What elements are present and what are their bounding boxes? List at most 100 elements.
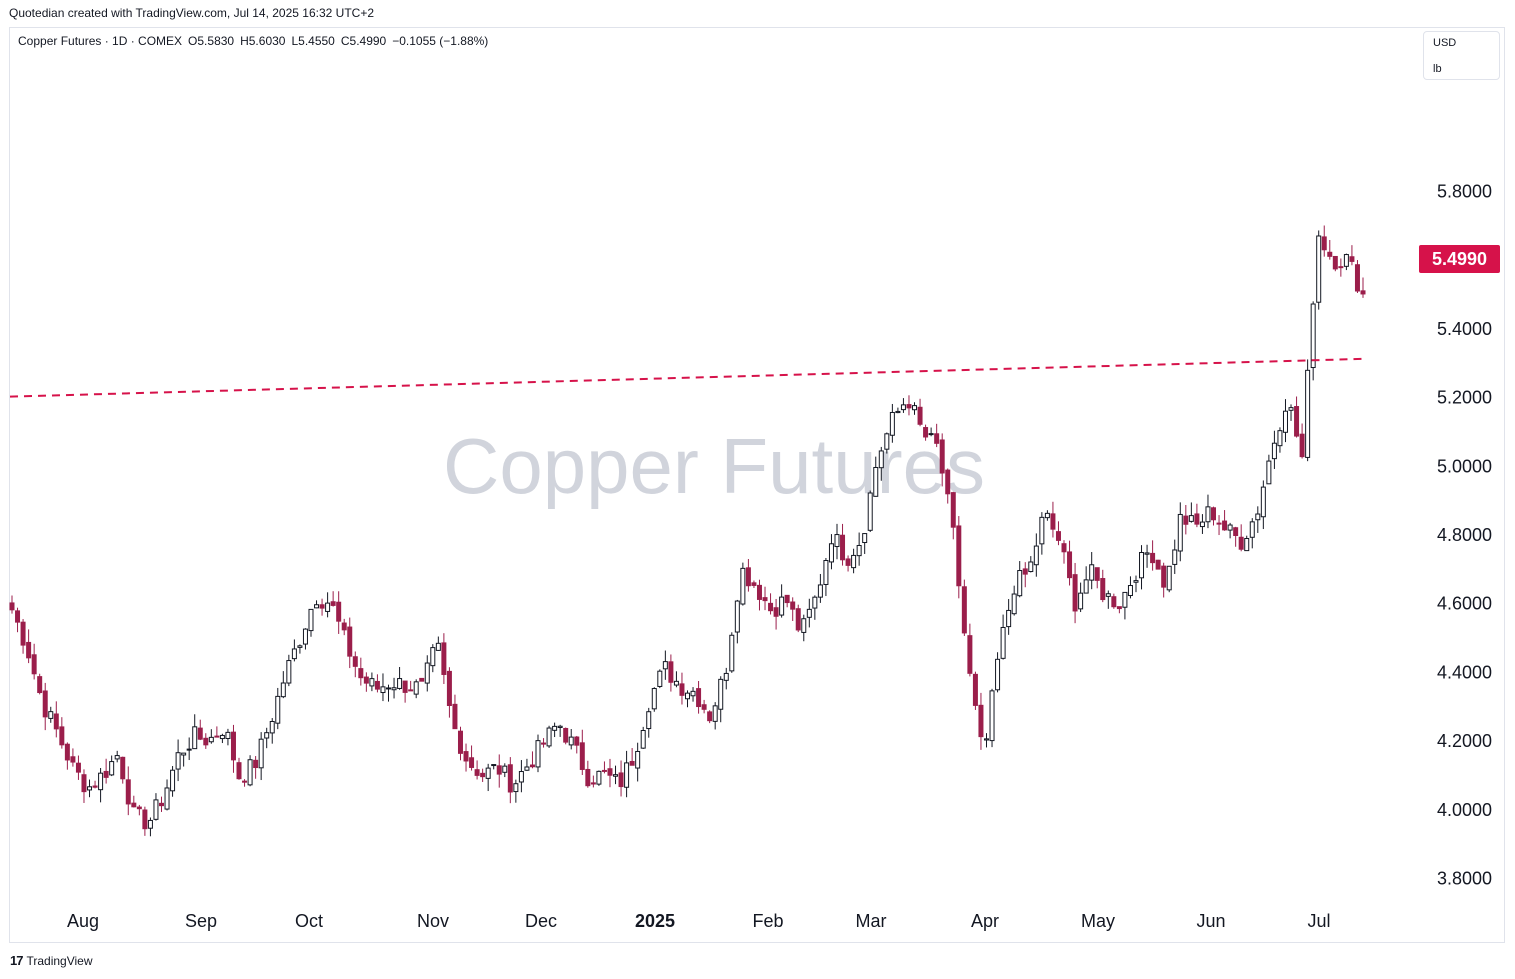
candle[interactable] xyxy=(640,730,646,749)
candle[interactable] xyxy=(729,634,735,672)
candle[interactable] xyxy=(37,676,43,694)
candle[interactable] xyxy=(629,760,635,766)
candle[interactable] xyxy=(795,608,801,631)
candle[interactable] xyxy=(552,725,558,731)
candle[interactable] xyxy=(1249,521,1255,538)
candle[interactable] xyxy=(15,610,21,623)
candle[interactable] xyxy=(186,748,192,751)
candle[interactable] xyxy=(646,711,652,730)
candle[interactable] xyxy=(1360,290,1366,295)
candle[interactable] xyxy=(446,670,452,706)
candle[interactable] xyxy=(983,738,989,741)
candle[interactable] xyxy=(1294,406,1300,437)
candle[interactable] xyxy=(1338,266,1344,269)
candle[interactable] xyxy=(491,764,497,767)
candle[interactable] xyxy=(1316,235,1322,303)
candle[interactable] xyxy=(291,648,297,660)
candle[interactable] xyxy=(1282,410,1288,433)
candle[interactable] xyxy=(175,752,181,770)
candle[interactable] xyxy=(513,783,519,793)
candle[interactable] xyxy=(867,492,873,531)
candle[interactable] xyxy=(125,779,131,805)
candle[interactable] xyxy=(136,806,142,810)
candle[interactable] xyxy=(219,734,225,740)
candle[interactable] xyxy=(203,737,209,746)
trendline[interactable] xyxy=(9,357,1364,398)
candle[interactable] xyxy=(131,802,137,808)
candle[interactable] xyxy=(59,726,65,746)
candle[interactable] xyxy=(673,680,679,686)
candle[interactable] xyxy=(956,525,962,587)
candle[interactable] xyxy=(336,601,342,622)
candle[interactable] xyxy=(435,642,441,651)
candle[interactable] xyxy=(419,677,425,682)
symbol-name[interactable]: Copper Futures · 1D · COMEX xyxy=(18,34,183,48)
candle[interactable] xyxy=(363,676,369,684)
candle[interactable] xyxy=(812,596,818,609)
candle[interactable] xyxy=(1078,592,1084,610)
candle[interactable] xyxy=(192,726,198,750)
candle[interactable] xyxy=(507,764,513,793)
candle[interactable] xyxy=(1155,559,1161,570)
candle[interactable] xyxy=(1199,521,1205,528)
candle[interactable] xyxy=(397,678,403,689)
candle[interactable] xyxy=(878,450,884,469)
candle[interactable] xyxy=(529,764,535,768)
candle[interactable] xyxy=(1133,580,1139,583)
candle[interactable] xyxy=(1310,303,1316,369)
candle[interactable] xyxy=(895,410,901,414)
candle[interactable] xyxy=(98,772,104,791)
candle[interactable] xyxy=(923,427,929,438)
candle[interactable] xyxy=(253,759,259,769)
candle[interactable] xyxy=(1299,433,1305,458)
candle[interactable] xyxy=(242,780,248,783)
candle[interactable] xyxy=(1111,596,1117,608)
candle[interactable] xyxy=(823,560,829,585)
candle[interactable] xyxy=(1083,579,1089,594)
candle[interactable] xyxy=(164,787,170,810)
candle[interactable] xyxy=(280,682,286,698)
candle[interactable] xyxy=(995,658,1001,691)
candle[interactable] xyxy=(1271,442,1277,460)
candle[interactable] xyxy=(718,678,724,710)
candle[interactable] xyxy=(358,668,364,679)
candle[interactable] xyxy=(884,433,890,450)
candle[interactable] xyxy=(840,534,846,561)
candle[interactable] xyxy=(1255,513,1261,521)
candle[interactable] xyxy=(900,404,906,411)
candle[interactable] xyxy=(457,730,463,754)
candle[interactable] xyxy=(1144,552,1150,555)
candle[interactable] xyxy=(712,705,718,722)
candle[interactable] xyxy=(601,769,607,772)
candle[interactable] xyxy=(873,466,879,497)
candle[interactable] xyxy=(20,621,26,646)
currency-label[interactable]: USD xyxy=(1433,37,1457,49)
candle[interactable] xyxy=(945,469,951,495)
candle[interactable] xyxy=(1321,236,1327,251)
candle[interactable] xyxy=(147,819,153,829)
candle[interactable] xyxy=(1022,568,1028,575)
candle[interactable] xyxy=(142,809,148,830)
candle[interactable] xyxy=(696,688,702,708)
candle[interactable] xyxy=(1028,561,1034,573)
candle[interactable] xyxy=(170,769,176,792)
candle[interactable] xyxy=(1100,578,1106,601)
candle[interactable] xyxy=(352,656,358,667)
candle[interactable] xyxy=(657,670,663,687)
candle[interactable] xyxy=(225,731,231,739)
candle[interactable] xyxy=(1116,606,1122,610)
candle[interactable] xyxy=(585,768,591,787)
candle[interactable] xyxy=(817,584,823,598)
candle[interactable] xyxy=(53,713,59,730)
candle[interactable] xyxy=(153,799,159,820)
candle[interactable] xyxy=(1277,430,1283,447)
candle[interactable] xyxy=(618,772,624,788)
candle[interactable] xyxy=(961,586,967,634)
candle[interactable] xyxy=(635,750,641,769)
candle[interactable] xyxy=(1244,538,1250,552)
candle[interactable] xyxy=(546,727,552,747)
candle[interactable] xyxy=(181,752,187,756)
candle[interactable] xyxy=(734,600,740,633)
candle[interactable] xyxy=(756,584,762,600)
candle[interactable] xyxy=(1172,549,1178,565)
